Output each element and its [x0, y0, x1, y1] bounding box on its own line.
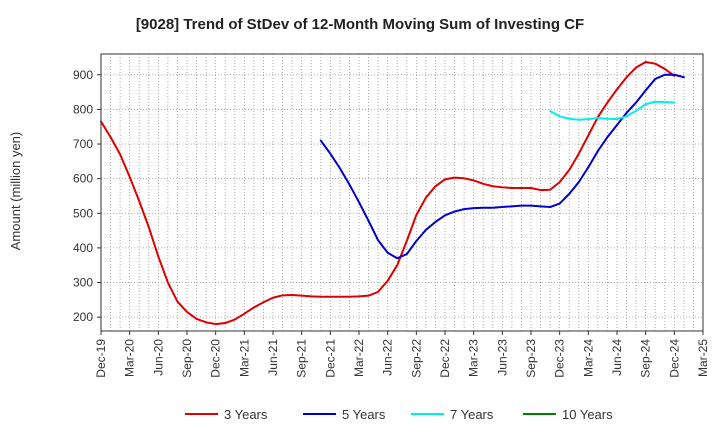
y-tick-label: 900 — [73, 68, 93, 82]
series-line-3-years — [100, 60, 676, 326]
y-tick-label: 300 — [73, 276, 93, 290]
legend-label-10-years: 10 Years — [562, 407, 613, 422]
series-line-7-years — [549, 100, 676, 121]
x-tick-label: Mar-20 — [123, 339, 137, 377]
x-tick-label: Dec-24 — [667, 339, 681, 378]
x-tick-label: Mar-24 — [581, 339, 595, 377]
x-tick-label: Mar-22 — [352, 339, 366, 377]
y-tick-label: 500 — [73, 206, 93, 220]
x-tick-label: Jun-22 — [381, 339, 395, 376]
legend-label-5-years: 5 Years — [342, 407, 386, 422]
y-axis-ticks: 200 300 400 500 600 700 800 900 — [73, 68, 101, 324]
x-tick-label: Jun-20 — [151, 339, 165, 376]
x-tick-label: Jun-23 — [495, 339, 509, 376]
x-axis-ticks: Dec-19 Mar-20 Jun-20 Sep-20 Dec-20 Mar-21 Jun-… — [94, 331, 710, 378]
x-tick-label: Dec-23 — [553, 339, 567, 378]
x-tick-label: Dec-22 — [438, 339, 452, 378]
x-tick-label: Dec-20 — [209, 339, 223, 378]
y-tick-label: 200 — [73, 310, 93, 324]
x-tick-label: Sep-20 — [180, 339, 194, 378]
y-tick-label: 800 — [73, 102, 93, 116]
y-axis-label: Amount (million yen) — [8, 132, 23, 251]
y-tick-label: 400 — [73, 241, 93, 255]
x-tick-label: Mar-25 — [696, 339, 710, 377]
x-tick-label: Sep-24 — [639, 339, 653, 378]
chart-title: [9028] Trend of StDev of 12-Month Moving… — [136, 16, 584, 33]
x-tick-label: Mar-21 — [237, 339, 251, 377]
x-tick-label: Jun-21 — [266, 339, 280, 376]
y-tick-label: 600 — [73, 172, 93, 186]
x-tick-label: Jun-24 — [610, 339, 624, 376]
series-lines — [100, 60, 685, 326]
x-tick-label: Sep-21 — [295, 339, 309, 378]
plot-area-frame — [100, 53, 704, 332]
x-tick-label: Dec-21 — [323, 339, 337, 378]
legend-label-7-years: 7 Years — [450, 407, 494, 422]
legend: 3 Years 5 Years 7 Years 10 Years — [185, 407, 613, 422]
x-tick-label: Dec-19 — [94, 339, 108, 378]
x-tick-label: Sep-22 — [409, 339, 423, 378]
legend-label-3-years: 3 Years — [224, 407, 268, 422]
x-tick-label: Mar-23 — [467, 339, 481, 377]
y-tick-label: 700 — [73, 137, 93, 151]
x-tick-label: Sep-23 — [524, 339, 538, 378]
